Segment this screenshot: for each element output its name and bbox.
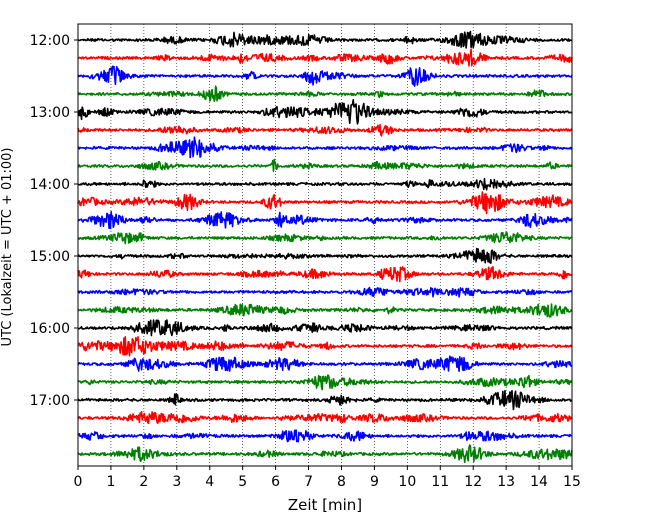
trace-16:30 [78, 356, 572, 371]
trace-13:45 [78, 160, 572, 172]
trace-14:00 [78, 179, 572, 190]
x-tick-label-6: 6 [271, 474, 280, 490]
x-tick-label-15: 15 [563, 474, 581, 490]
trace-16:45 [78, 375, 572, 389]
x-tick-label-0: 0 [74, 474, 83, 490]
x-tick-label-2: 2 [139, 474, 148, 490]
trace-15:00 [78, 249, 572, 264]
trace-13:15 [78, 125, 572, 136]
y-tick-label-13:00: 13:00 [30, 105, 70, 121]
y-axis-label: UTC (Lokalzeit = UTC + 01:00) [0, 148, 15, 347]
y-axis: 12:00 13:00 14:00 15:00 16:00 17:00 [30, 33, 78, 409]
trace-16:00 [78, 320, 572, 336]
trace-12:45 [78, 86, 572, 101]
trace-14:30 [78, 212, 572, 229]
trace-16:15 [78, 337, 572, 356]
x-axis: 0 1 2 3 4 5 6 7 8 9 10 11 12 13 14 15 [74, 466, 581, 490]
trace-12:30 [78, 66, 572, 86]
x-tick-label-9: 9 [370, 474, 379, 490]
y-tick-label-12:00: 12:00 [30, 33, 70, 49]
trace-14:15 [78, 192, 572, 213]
x-tick-label-5: 5 [238, 474, 247, 490]
trace-17:30 [78, 430, 572, 442]
trace-13:30 [78, 137, 572, 157]
trace-17:45 [78, 445, 572, 462]
x-axis-label: Zeit [min] [288, 496, 362, 514]
trace-15:15 [78, 267, 572, 282]
x-tick-label-13: 13 [497, 474, 515, 490]
trace-15:45 [78, 304, 572, 317]
x-tick-label-1: 1 [106, 474, 115, 490]
trace-14:45 [78, 232, 572, 244]
y-tick-label-16:00: 16:00 [30, 321, 70, 337]
x-tick-label-3: 3 [172, 474, 181, 490]
trace-12:00 [78, 32, 572, 48]
trace-12:15 [78, 49, 572, 66]
x-tick-label-10: 10 [398, 474, 416, 490]
x-tick-label-11: 11 [431, 474, 449, 490]
trace-15:30 [78, 288, 572, 297]
x-tick-label-8: 8 [337, 474, 346, 490]
x-tick-label-4: 4 [205, 474, 214, 490]
trace-17:00 [78, 391, 572, 410]
x-tick-label-7: 7 [304, 474, 313, 490]
trace-13:00 [78, 100, 572, 124]
traces [78, 32, 572, 463]
trace-17:15 [78, 412, 572, 424]
x-tick-label-14: 14 [530, 474, 548, 490]
y-tick-label-17:00: 17:00 [30, 393, 70, 409]
x-tick-label-12: 12 [464, 474, 482, 490]
y-tick-label-15:00: 15:00 [30, 249, 70, 265]
y-tick-label-14:00: 14:00 [30, 177, 70, 193]
